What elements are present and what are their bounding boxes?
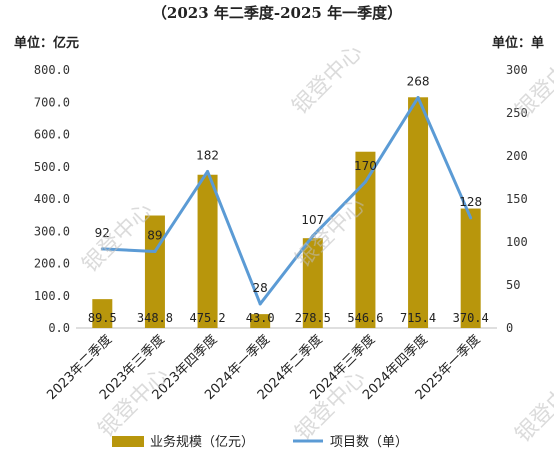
left-axis-tick-label: 0.0 [48, 321, 70, 335]
left-axis-tick-label: 400.0 [34, 192, 70, 206]
left-axis-unit: 单位：亿元 [14, 36, 80, 51]
line-point [206, 169, 210, 173]
chart-subtitle: （2023 年二季度-2025 年一季度） [151, 4, 403, 22]
line-point [363, 180, 367, 184]
right-axis-tick-label: 250 [506, 106, 528, 120]
line-point [311, 234, 315, 238]
bar [355, 151, 376, 328]
line-series [102, 96, 473, 306]
bar [408, 97, 429, 328]
bar-value-label: 43.0 [246, 311, 275, 325]
left-axis-tick-label: 800.0 [34, 63, 70, 77]
line-point [416, 96, 420, 100]
left-axis-tick-label: 300.0 [34, 224, 70, 238]
bar-value-label: 89.5 [88, 311, 117, 325]
line-value-label: 268 [407, 75, 430, 89]
legend-line-label: 项目数（单） [330, 435, 408, 450]
bar-value-label: 475.2 [190, 311, 226, 325]
line-value-label: 170 [354, 159, 377, 173]
line-value-label: 182 [196, 148, 219, 162]
bar [460, 208, 481, 328]
bar [250, 314, 271, 328]
line-point [100, 247, 104, 251]
right-axis-tick-label: 50 [506, 278, 520, 292]
line-point [469, 216, 473, 220]
line-point [258, 302, 262, 306]
left-axis-tick-label: 100.0 [34, 289, 70, 303]
right-axis-tick-label: 300 [506, 63, 528, 77]
right-axis-tick-label: 150 [506, 192, 528, 206]
right-axis-tick-label: 0 [506, 321, 513, 335]
bar-value-label: 715.4 [400, 311, 436, 325]
line-point [153, 249, 157, 253]
left-axis-tick-label: 600.0 [34, 128, 70, 142]
left-axis-tick-label: 700.0 [34, 95, 70, 109]
bar-value-label: 370.4 [453, 311, 489, 325]
right-axis-tick-label: 100 [506, 235, 528, 249]
line-value-label: 107 [301, 213, 324, 227]
line-value-label: 28 [253, 281, 268, 295]
legend-bar-label: 业务规模（亿元） [150, 434, 254, 450]
line-value-label: 92 [95, 226, 110, 240]
line-value-label: 128 [459, 195, 482, 209]
line-value-label: 89 [147, 228, 162, 242]
bar [197, 174, 218, 328]
bar-value-label: 278.5 [295, 311, 331, 325]
bar [302, 238, 323, 328]
bar-value-label: 348.8 [137, 311, 173, 325]
left-axis-tick-label: 200.0 [34, 257, 70, 271]
bar [92, 299, 113, 328]
legend-bar-swatch [112, 436, 144, 447]
bar-value-label: 546.6 [347, 311, 383, 325]
right-axis-tick-label: 200 [506, 149, 528, 163]
left-axis-tick-label: 500.0 [34, 160, 70, 174]
right-axis-unit: 单位：单 [491, 36, 544, 51]
